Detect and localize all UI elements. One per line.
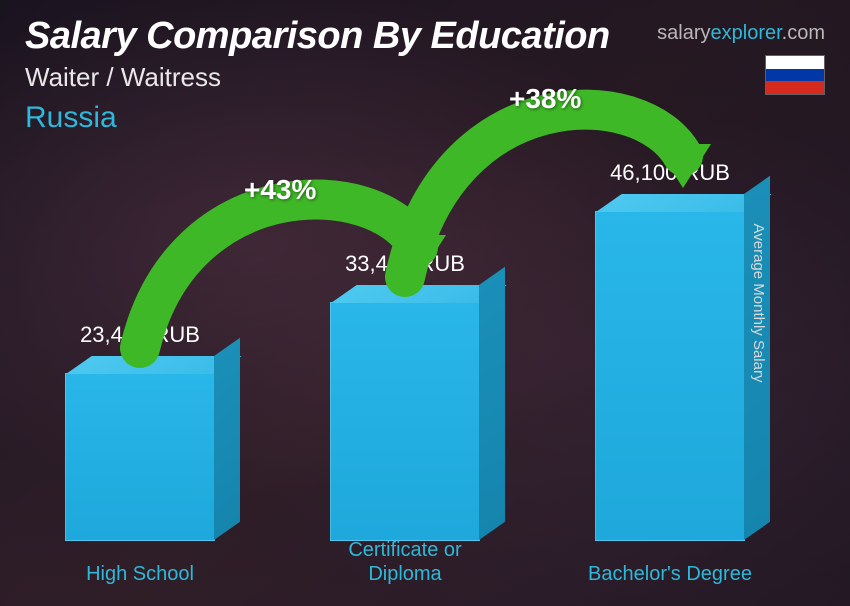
- bar-category-0: High School: [50, 562, 230, 586]
- flag-stripe-3: [766, 81, 824, 94]
- header: Salary Comparison By Education Waiter / …: [25, 15, 610, 135]
- subtitle: Waiter / Waitress: [25, 62, 610, 93]
- y-axis-label: Average Monthly Salary: [750, 224, 767, 383]
- pct-label-0: +43%: [244, 174, 316, 206]
- flag-stripe-2: [766, 69, 824, 82]
- watermark-part1: salary: [657, 22, 710, 44]
- watermark-part3: .com: [782, 22, 825, 44]
- bar-category-1: Certificate or Diploma: [315, 538, 495, 586]
- country: Russia: [25, 101, 610, 135]
- watermark: salaryexplorer.com: [657, 22, 825, 45]
- bar-category-2: Bachelor's Degree: [580, 562, 760, 586]
- flag-russia: [765, 55, 825, 95]
- title: Salary Comparison By Education: [25, 15, 610, 58]
- flag-stripe-1: [766, 56, 824, 69]
- salary-chart: 23,400 RUBHigh School33,400 RUBCertifica…: [50, 166, 790, 586]
- watermark-part2: explorer: [711, 22, 782, 44]
